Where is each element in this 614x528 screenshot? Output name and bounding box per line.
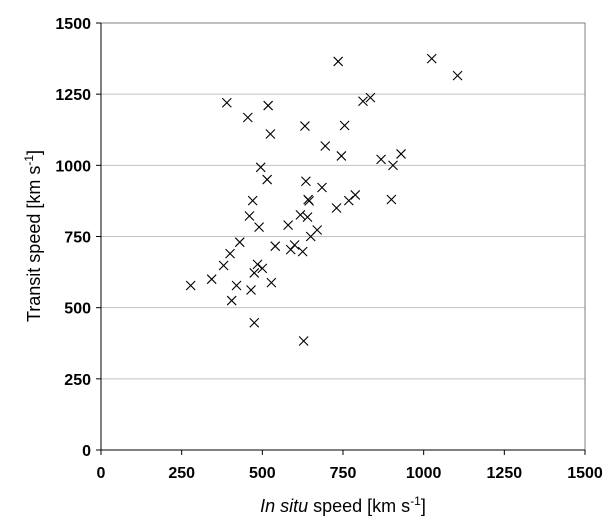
x-tick-label: 250 [168, 465, 195, 482]
data-point [304, 196, 315, 206]
x-axis-title: In situ speed [km s-1] [260, 494, 426, 516]
data-point [255, 162, 266, 173]
data-point [252, 259, 263, 270]
y-tick-label: 1250 [55, 87, 91, 104]
data-point [265, 129, 276, 139]
data-point [396, 149, 406, 159]
data-point [283, 220, 294, 231]
data-point [302, 212, 313, 223]
data-point [225, 248, 235, 259]
data-point [350, 190, 361, 200]
data-point [333, 56, 344, 67]
data-point [242, 112, 253, 123]
y-tick-label: 1000 [55, 158, 91, 175]
data-point [244, 211, 255, 221]
data-point [297, 246, 308, 257]
axes [96, 22, 586, 455]
y-tick-label: 0 [82, 443, 91, 460]
data-point [295, 209, 306, 220]
data-point [262, 174, 273, 185]
data-point [388, 160, 398, 171]
data-point [386, 194, 397, 205]
data-point [336, 151, 347, 161]
data-point [289, 240, 300, 250]
y-tick-label: 1500 [55, 16, 91, 33]
data-point [358, 96, 368, 107]
data-point [317, 182, 327, 193]
data-point [312, 225, 323, 235]
y-tick-label: 750 [64, 230, 91, 247]
y-tick-label: 500 [64, 301, 91, 318]
x-tick-label: 500 [249, 465, 276, 482]
grid-lines [101, 22, 585, 380]
data-point [301, 176, 311, 187]
x-tick-label: 1000 [406, 465, 442, 482]
data-point [426, 53, 437, 64]
data-point [300, 121, 310, 131]
data-point [249, 268, 260, 278]
x-tick-label: 1250 [487, 465, 523, 482]
x-tick-label: 1500 [567, 465, 603, 482]
data-point [270, 241, 281, 252]
x-tick-label: 0 [97, 465, 106, 482]
tick-labels: 0 250 500 750 1000 1250 1500 0 250 500 750 1000 1250… [55, 16, 602, 482]
data-point [249, 317, 260, 328]
data-point [221, 97, 232, 108]
data-points [185, 53, 463, 346]
data-point [452, 70, 463, 81]
data-point [218, 260, 229, 271]
data-point [365, 92, 376, 103]
data-point [246, 285, 256, 295]
data-point [320, 141, 331, 151]
data-point [257, 263, 268, 274]
data-point [263, 100, 274, 111]
data-point [185, 280, 196, 291]
data-point [339, 120, 350, 131]
y-tick-label: 250 [64, 372, 91, 389]
data-point [234, 237, 245, 248]
y-axis-title: Transit speed [km s-1] [22, 150, 44, 322]
x-tick-label: 750 [330, 465, 357, 482]
data-point [254, 222, 264, 232]
data-point [206, 274, 217, 285]
data-point [226, 295, 237, 306]
data-point [266, 277, 277, 288]
data-point [247, 195, 258, 206]
data-point [331, 203, 342, 213]
data-point [231, 280, 242, 291]
data-point [376, 154, 386, 165]
data-point [298, 336, 309, 346]
